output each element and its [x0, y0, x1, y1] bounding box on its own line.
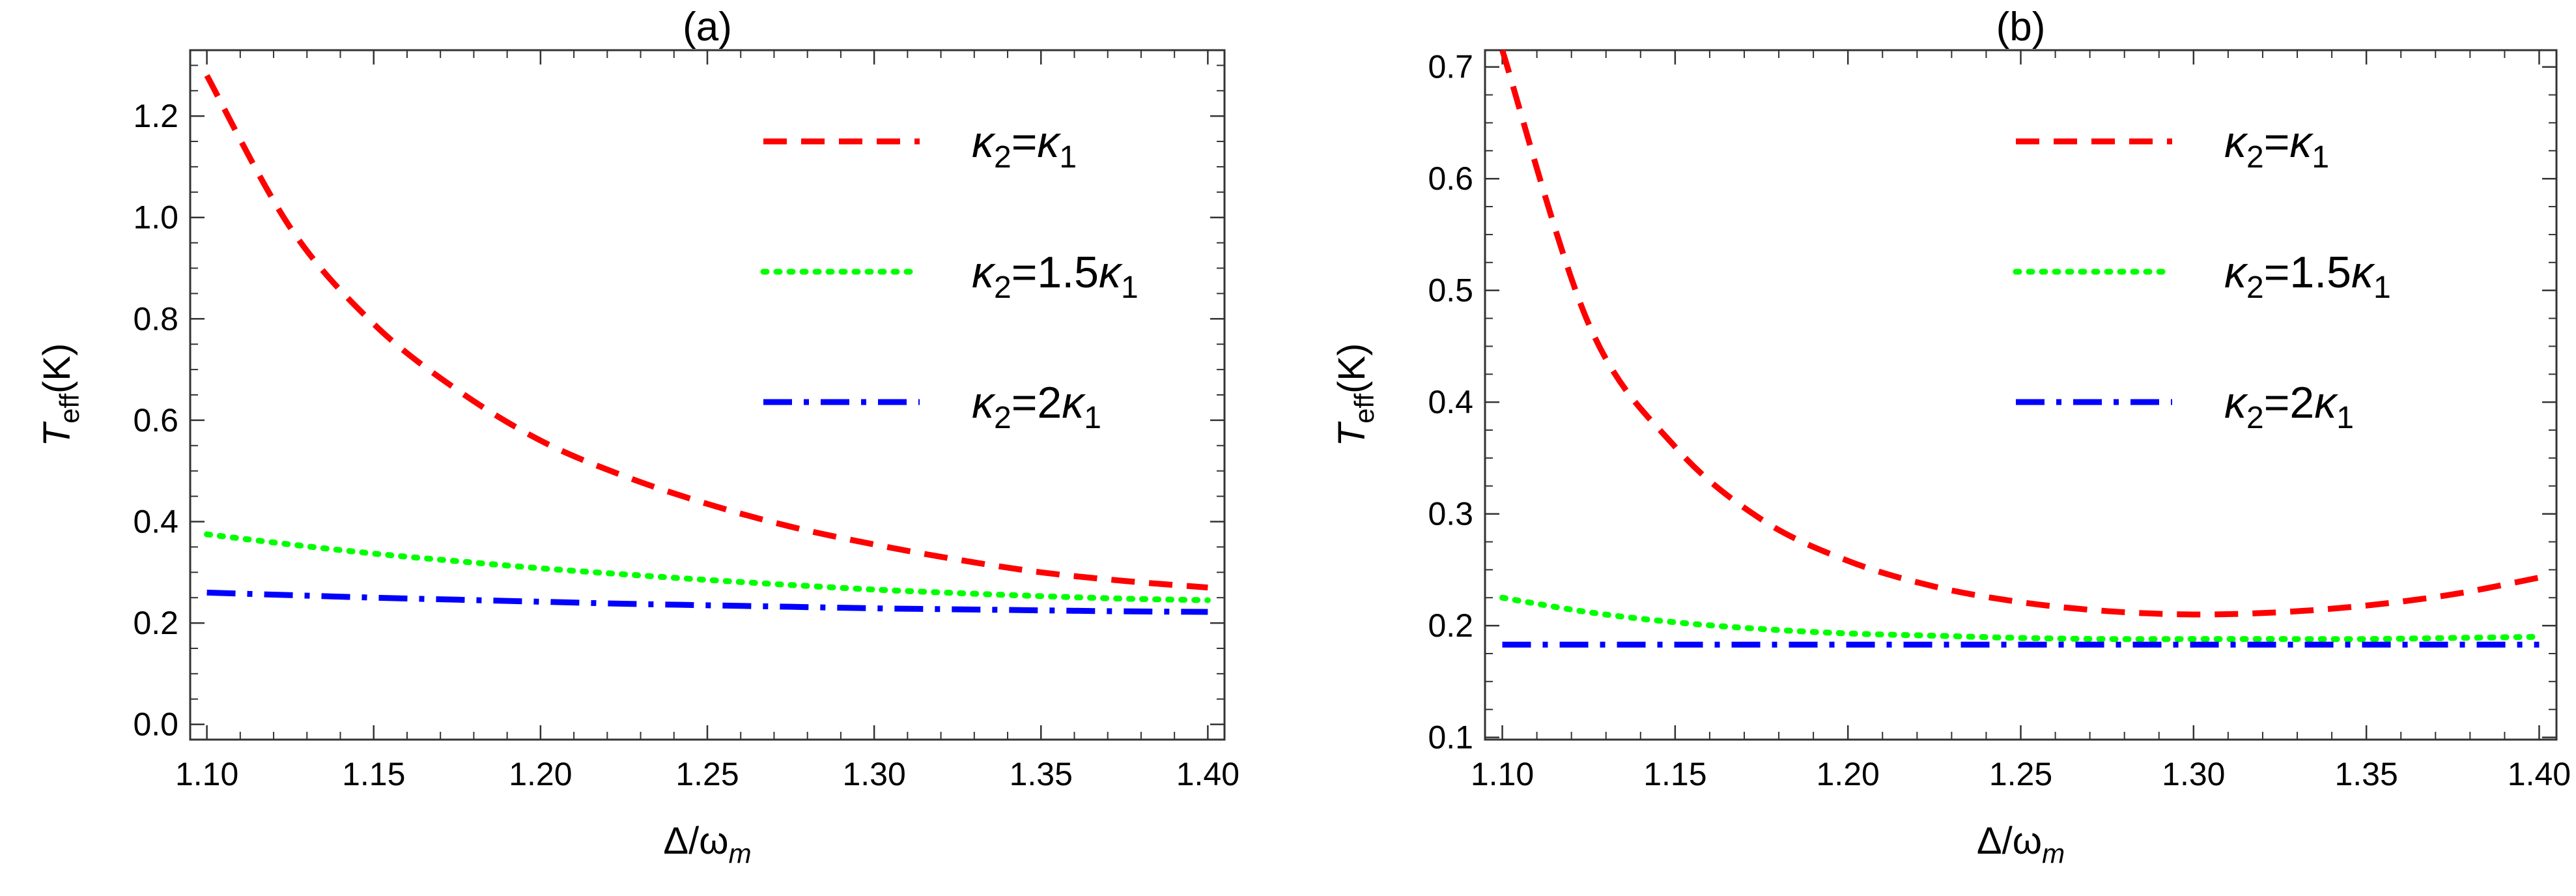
legend-var: κ: [972, 117, 996, 167]
legend-var: κ: [1037, 117, 1061, 167]
legend-eq: =: [2264, 378, 2290, 427]
x-tick-label: 1.40: [2508, 756, 2571, 792]
series-line-dotted: [1499, 594, 2542, 643]
x-tick-label: 1.35: [1010, 756, 1073, 792]
legend-var: κ: [2224, 378, 2248, 427]
x-tick-label: 1.10: [175, 756, 238, 792]
legend-label: κ2=2κ1: [2224, 378, 2354, 435]
legend-eq: =: [2264, 117, 2290, 167]
y-axis-label-main: T: [1331, 421, 1373, 446]
x-tick-label: 1.30: [2162, 756, 2225, 792]
y-tick-label: 0.5: [1428, 272, 1473, 309]
x-tick-label: 1.30: [842, 756, 905, 792]
legend-coef: 1.5: [2289, 248, 2351, 297]
legend-eq: =: [1012, 248, 1038, 297]
chart-title: (a): [683, 5, 732, 50]
y-tick-label: 0.7: [1428, 49, 1473, 85]
legend-sub: 1: [1121, 270, 1139, 305]
x-tick-label: 1.15: [1643, 756, 1706, 792]
y-axis-label-sub: eff: [1349, 394, 1380, 424]
x-tick-label: 1.10: [1471, 756, 1534, 792]
y-tick-label: 0.6: [133, 402, 178, 439]
legend-label: κ2=1.5κ1: [972, 248, 1139, 305]
x-axis-label-sub: m: [729, 838, 752, 869]
y-tick-label: 0.4: [1428, 384, 1473, 420]
y-tick-label: 1.0: [133, 199, 178, 236]
y-tick-label: 1.2: [133, 98, 178, 134]
series-line-dotted: [204, 531, 1211, 603]
legend-sub: 2: [994, 270, 1012, 305]
legend-sub: 1: [1084, 401, 1101, 435]
x-tick-label: 1.25: [1989, 756, 2052, 792]
legend-var: κ: [1062, 378, 1086, 427]
legend-var: κ: [2289, 117, 2314, 167]
legend-coef: 2: [2289, 378, 2314, 427]
y-tick-label: 0.3: [1428, 496, 1473, 532]
y-axis-label: Teff(K): [1331, 343, 1380, 447]
legend-coef: 1.5: [1037, 248, 1099, 297]
x-tick-label: 1.15: [342, 756, 405, 792]
legend-var: κ: [972, 248, 996, 297]
legend-sub: 2: [994, 140, 1012, 175]
y-axis-label-main: T: [36, 421, 78, 446]
chart-panel-a: 1.10 1.15 1.20 1.25 1.30 1.35 1.40 0.0 0.2 0.4 0.6…: [36, 5, 1239, 869]
legend-label: κ2=κ1: [2224, 117, 2329, 175]
chart-title: (b): [1996, 5, 2046, 50]
x-axis-label-sub: m: [2042, 838, 2065, 869]
legend-eq: =: [1012, 378, 1038, 427]
x-axis-label-main: Δ/ω: [663, 820, 728, 862]
legend-sub: 1: [2373, 270, 2391, 305]
legend-sub: 1: [2312, 140, 2329, 175]
legend-var: κ: [972, 378, 996, 427]
legend-sub: 2: [2246, 140, 2264, 175]
y-tick-label: 0.6: [1428, 160, 1473, 197]
y-tick-label: 0.0: [133, 706, 178, 743]
legend-eq: =: [1012, 117, 1038, 167]
series-line-dashdot: [206, 589, 1208, 615]
y-axis-label: Teff(K): [36, 343, 85, 447]
legend-sub: 2: [2246, 401, 2264, 435]
chart-panel-b: 1.10 1.15 1.20 1.25 1.30 1.35 1.40 0.1 0.2 0.3 0.4…: [1331, 5, 2571, 869]
legend-var: κ: [2224, 117, 2248, 167]
y-axis-label-unit: (K): [1331, 343, 1373, 394]
legend-label: κ2=2κ1: [972, 378, 1101, 435]
legend-label: κ2=κ1: [972, 117, 1077, 175]
x-tick-label: 1.25: [675, 756, 739, 792]
x-axis-label: Δ/ωm: [1977, 820, 2065, 869]
legend-var: κ: [2224, 248, 2248, 297]
x-tick-label: 1.20: [1817, 756, 1880, 792]
legend-label: κ2=1.5κ1: [2224, 248, 2391, 305]
legend-sub: 2: [2246, 270, 2264, 305]
series-line-dashed: [1499, 49, 2540, 618]
y-tick-label: 0.2: [133, 605, 178, 641]
x-tick-label: 1.40: [1176, 756, 1239, 792]
series-line-dashed: [204, 74, 1208, 591]
legend-sub: 2: [994, 401, 1012, 435]
y-axis-label-sub: eff: [54, 394, 85, 424]
y-tick-label: 0.4: [133, 503, 178, 540]
y-tick-label: 0.2: [1428, 607, 1473, 644]
legend-var: κ: [2314, 378, 2338, 427]
y-tick-label: 0.8: [133, 300, 178, 337]
legend-eq: =: [2264, 248, 2290, 297]
legend-var: κ: [1099, 248, 1123, 297]
y-tick-label: 0.1: [1428, 719, 1473, 756]
legend-var: κ: [2351, 248, 2375, 297]
x-tick-label: 1.20: [509, 756, 572, 792]
x-axis-label-main: Δ/ω: [1977, 820, 2042, 862]
y-axis-label-unit: (K): [36, 343, 78, 394]
legend-sub: 1: [2336, 401, 2354, 435]
x-axis-label: Δ/ωm: [663, 820, 751, 869]
x-tick-label: 1.35: [2334, 756, 2398, 792]
legend-coef: 2: [1037, 378, 1062, 427]
legend-sub: 1: [1059, 140, 1077, 175]
